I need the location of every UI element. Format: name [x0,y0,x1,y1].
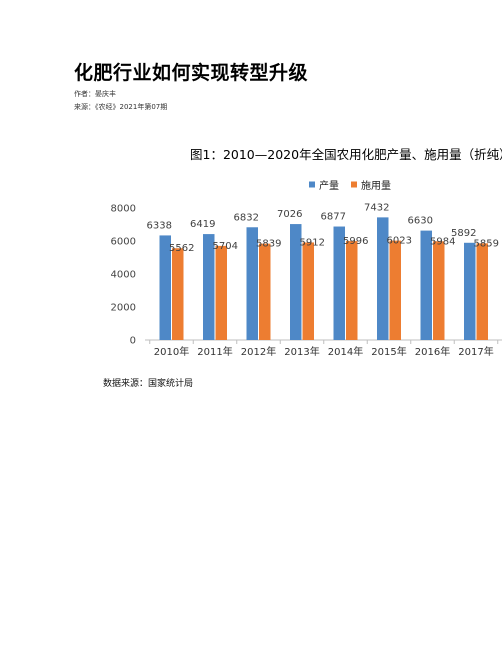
data-label-production: 5892 [451,228,476,239]
y-tick-label: 2000 [111,303,136,314]
bar-usage [389,240,401,340]
bar-production [333,226,345,340]
legend-swatch-1 [309,181,315,188]
data-label-usage: 5839 [256,239,281,250]
legend-swatch-2 [351,181,357,188]
bar-usage [259,243,271,340]
chart-container: 图1：2010—2020年全国农用化肥产量、施用量（折纯）（单位 产量 施用量 0… [96,140,502,372]
bar-production [159,235,171,340]
x-tick-label: 2014年 [328,345,363,358]
bar-usage [172,248,184,340]
data-label-production: 7432 [364,202,389,213]
legend-label-2: 施用量 [361,179,391,192]
chart-title: 图1：2010—2020年全国农用化肥产量、施用量（折纯）（单位 [190,147,502,162]
data-label-production: 7026 [277,209,302,220]
article-author: 作者：晏庆丰 [74,90,116,98]
chart-legend: 产量 施用量 [309,179,391,192]
x-tick-label: 2010年 [154,345,189,358]
x-tick-label: 2012年 [241,345,276,358]
article-title: 化肥行业如何实现转型升级 [74,62,309,84]
data-label-usage: 5996 [343,236,368,247]
bar-chart: 图1：2010—2020年全国农用化肥产量、施用量（折纯）（单位 产量 施用量 0… [111,147,502,358]
bar-usage [215,245,227,340]
data-label-usage: 5704 [213,241,238,252]
bar-production [420,230,432,340]
bar-production [290,224,302,340]
data-label-production: 6630 [408,216,433,227]
data-label-production: 6419 [190,219,215,230]
bar-usage [476,243,488,340]
data-label-usage: 5984 [430,236,455,247]
data-label-usage: 5912 [300,237,325,248]
data-label-usage: 6023 [387,236,412,247]
article-source: 来源：《农经》2021年第07期 [74,103,168,111]
data-label-usage: 5859 [474,238,499,249]
data-label-production: 6832 [234,212,259,223]
y-tick-label: 4000 [111,270,136,281]
y-tick-label: 8000 [111,204,136,215]
bar-usage [302,242,314,340]
legend-label-1: 产量 [319,179,339,192]
data-label-production: 6338 [147,220,172,231]
data-label-production: 6877 [321,212,346,223]
bar-usage [433,241,445,340]
bar-production [246,227,258,340]
x-tick-label: 2016年 [415,345,450,358]
x-tick-label: 2011年 [197,345,232,358]
data-label-usage: 5562 [169,243,194,254]
bar-production [464,242,476,340]
y-tick-label: 0 [130,336,136,347]
data-source-note: 数据来源：国家统计局 [103,379,194,389]
y-tick-label: 6000 [111,237,136,248]
bar-production [377,217,389,340]
bar-production [203,234,215,340]
x-tick-label: 2017年 [458,345,493,358]
bar-usage [346,241,358,340]
x-tick-label: 2013年 [284,345,319,358]
chart-bars: 6338 5562 6419 5704 6832 5839 7026 5912 6877 5996… [147,202,499,340]
x-tick-label: 2015年 [371,345,406,358]
